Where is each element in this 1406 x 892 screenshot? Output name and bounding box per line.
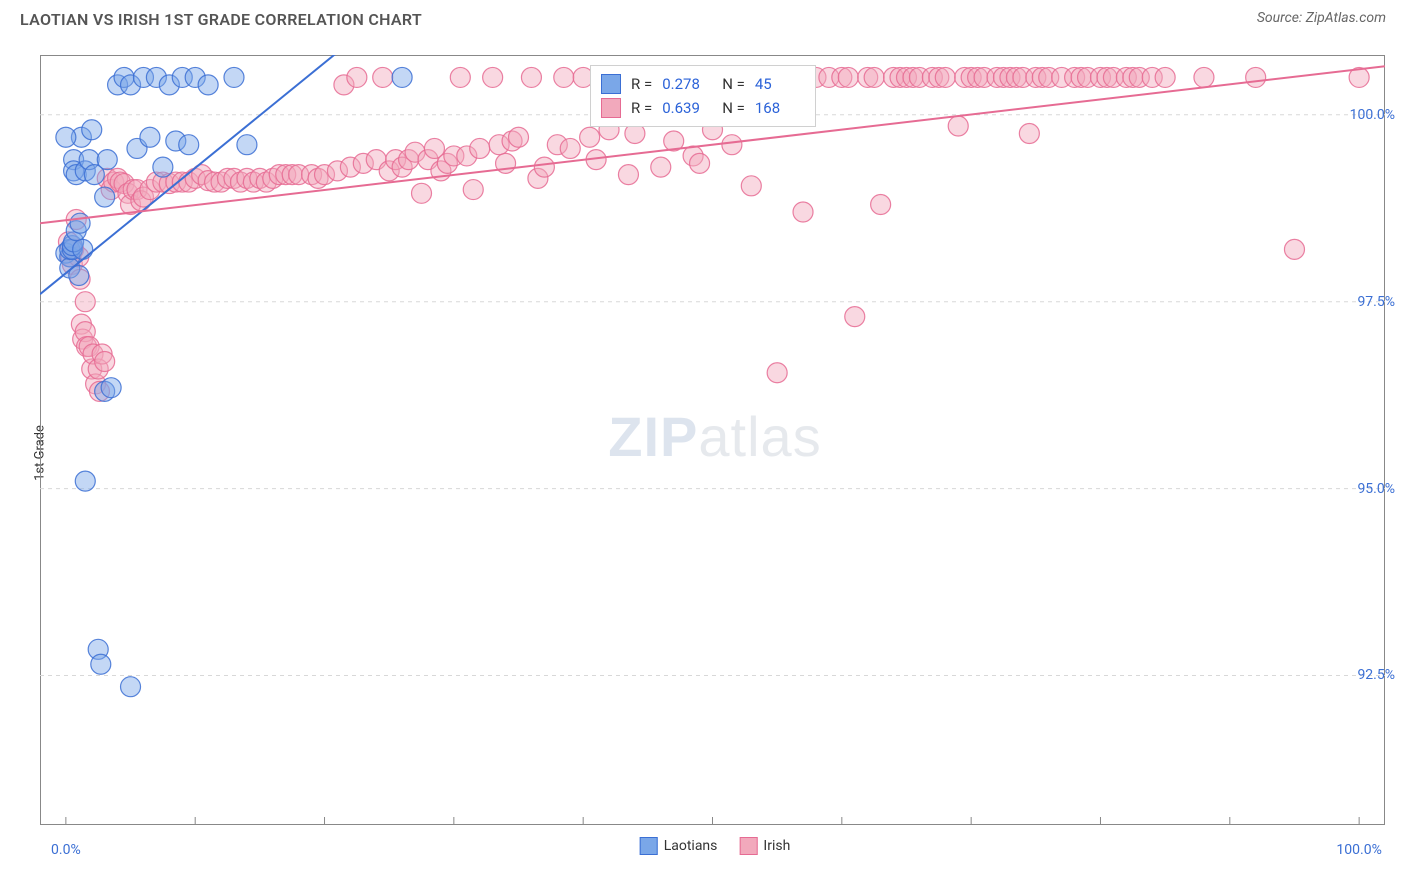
series-legend: Laotians Irish <box>640 837 791 855</box>
stat-row: R = 0.639 N = 168 <box>601 96 805 120</box>
legat-swatch <box>601 74 621 94</box>
legend-item: Laotians <box>640 837 718 855</box>
stat-value: 0.278 <box>662 75 712 93</box>
stat-value: 168 <box>755 99 805 117</box>
stat-row: R = 0.278 N = 45 <box>601 72 805 96</box>
legend-item: Irish <box>739 837 790 855</box>
legend-label: Irish <box>763 838 790 854</box>
correlation-stats-box: R = 0.278 N = 45 R = 0.639 N = 168 <box>590 65 816 127</box>
scatter-plot <box>40 55 1385 825</box>
legend-swatch <box>739 837 757 855</box>
stat-label: N = <box>722 99 745 117</box>
stat-label: R = <box>631 99 652 117</box>
source-attribution: Source: ZipAtlas.com <box>1257 10 1386 26</box>
stat-label: R = <box>631 75 652 93</box>
stat-value: 45 <box>755 75 805 93</box>
chart-title: LAOTIAN VS IRISH 1ST GRADE CORRELATION C… <box>20 10 422 29</box>
header: LAOTIAN VS IRISH 1ST GRADE CORRELATION C… <box>20 10 1386 40</box>
stat-label: N = <box>722 75 745 93</box>
legend-label: Laotians <box>664 838 718 854</box>
x-tick-min: 0.0% <box>51 842 81 858</box>
x-tick-max: 100.0% <box>1336 842 1381 858</box>
chart-container: 1st Grade ZIPatlas R =0.278N =45R =0.639… <box>40 55 1390 850</box>
stat-value: 0.639 <box>662 99 712 117</box>
legend-swatch <box>640 837 658 855</box>
legat-swatch <box>601 98 621 118</box>
